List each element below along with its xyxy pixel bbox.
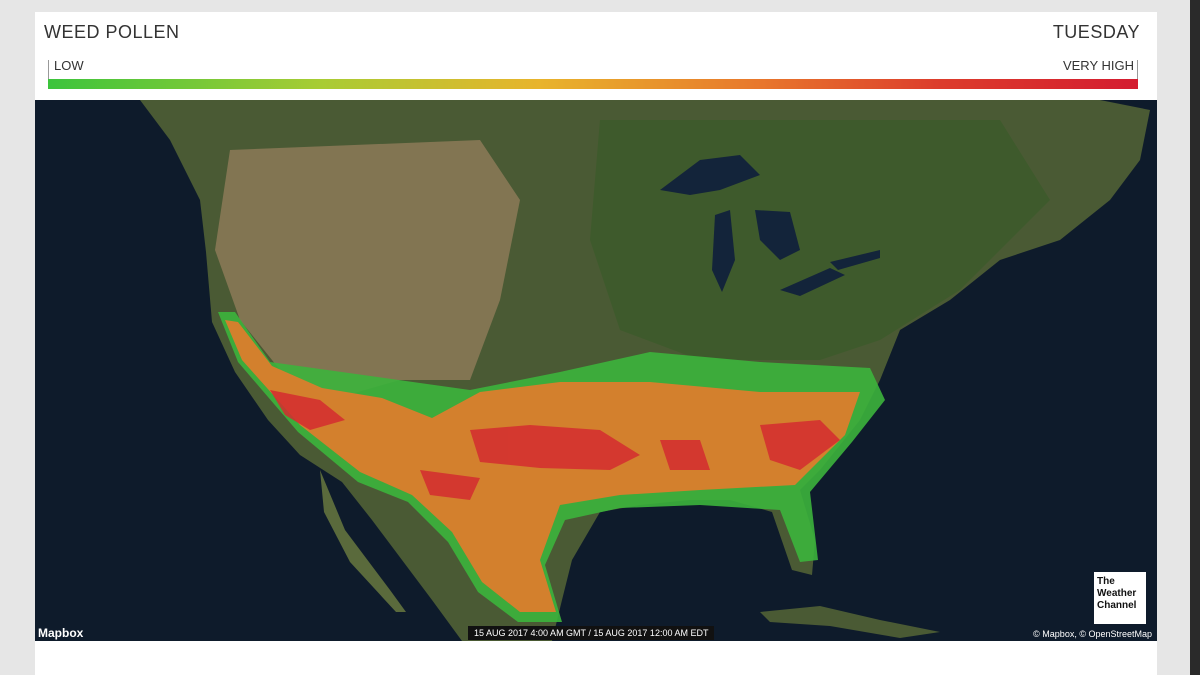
legend-high: VERY HIGH xyxy=(1062,58,1134,73)
map-credit: Mapbox xyxy=(38,626,84,640)
legend-low: LOW xyxy=(54,58,84,73)
timestamp: 15 AUG 2017 4:00 AM GMT / 15 AUG 2017 12… xyxy=(468,626,715,640)
screen-edge xyxy=(1190,0,1200,675)
great-lakes xyxy=(660,155,880,296)
legend-tick xyxy=(48,60,49,80)
legend-gradient xyxy=(48,79,1138,89)
map xyxy=(35,100,1157,641)
logo: The Weather Channel xyxy=(1094,572,1146,624)
logo-line: Weather xyxy=(1097,588,1137,599)
logo-line: The xyxy=(1097,576,1115,587)
logo-line: Channel xyxy=(1097,600,1137,611)
legend-tick xyxy=(1137,60,1138,80)
desert xyxy=(215,140,520,400)
cuba xyxy=(760,606,940,638)
title: WEED POLLEN xyxy=(44,22,180,42)
pollen-red xyxy=(270,390,840,500)
attribution[interactable]: © Mapbox, © OpenStreetMap xyxy=(1033,629,1152,639)
day: TUESDAY xyxy=(1052,22,1140,42)
